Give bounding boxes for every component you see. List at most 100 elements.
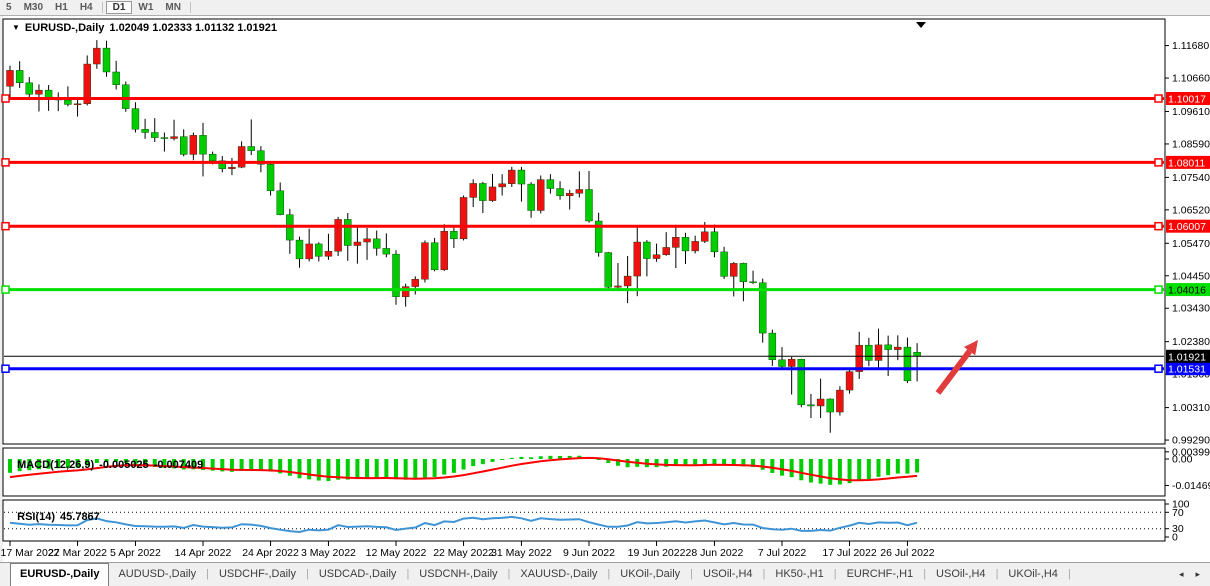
timeframe-button-m30[interactable]: M30 bbox=[23, 2, 44, 13]
symbol-tab-usoil-h4[interactable]: USOil-,H4 bbox=[703, 568, 753, 580]
date-axis-label: 22 May 2022 bbox=[433, 547, 494, 559]
symbol-tab-eurchf-h1[interactable]: EURCHF-,H1 bbox=[846, 568, 914, 580]
tab-separator: | bbox=[923, 568, 927, 580]
trend-arrow-annotation[interactable] bbox=[935, 340, 978, 395]
symbol-tab-ukoil-h4[interactable]: UKOil-,H4 bbox=[1008, 568, 1058, 580]
toolbar-divider bbox=[189, 2, 191, 13]
symbol-tab-usdcnh-daily[interactable]: USDCNH-,Daily bbox=[419, 568, 498, 580]
candle bbox=[450, 227, 458, 249]
symbol-tab-usdcad-daily[interactable]: USDCAD-,Daily bbox=[318, 568, 397, 580]
tab-separator: | bbox=[833, 568, 837, 580]
candle bbox=[353, 226, 362, 264]
tab-scroll-right-icon[interactable]: ▸ bbox=[1195, 569, 1200, 579]
symbol-tab-xauusd-daily[interactable]: XAUUSD-,Daily bbox=[520, 568, 598, 580]
date-axis-label: 26 Jul 2022 bbox=[880, 547, 934, 559]
candle bbox=[315, 242, 323, 262]
line-handle[interactable] bbox=[1, 285, 10, 294]
symbol-tab-eurusd-daily[interactable]: EURUSD-,Daily bbox=[10, 563, 110, 586]
candle bbox=[778, 347, 786, 369]
svg-text:1.10017: 1.10017 bbox=[1168, 94, 1206, 106]
line-handle[interactable] bbox=[1, 158, 10, 167]
price-axis-label: 1.07540 bbox=[1172, 172, 1210, 184]
line-handle[interactable] bbox=[1154, 94, 1163, 103]
tab-separator: | bbox=[762, 568, 766, 580]
date-axis-label: 17 Mar 2022 bbox=[1, 547, 60, 559]
symbol-tab-usdchf-daily[interactable]: USDCHF-,Daily bbox=[218, 568, 296, 580]
symbol-tab-ukoil-daily[interactable]: UKOil-,Daily bbox=[620, 568, 681, 580]
candle bbox=[566, 189, 574, 210]
date-axis-label: 28 Jun 2022 bbox=[686, 547, 744, 559]
timeframe-button-w1[interactable]: W1 bbox=[138, 2, 154, 13]
price-axis-label: 1.02380 bbox=[1172, 336, 1210, 348]
macd-axis-label: 0.00399 bbox=[1172, 446, 1210, 458]
candle bbox=[112, 60, 120, 90]
bid-price-tag: 1.01921 bbox=[1166, 349, 1210, 363]
symbol-tab-hk50-h1[interactable]: HK50-,H1 bbox=[775, 568, 824, 580]
timeframe-button-h4[interactable]: H4 bbox=[79, 2, 93, 13]
candle bbox=[459, 195, 468, 241]
date-axis-label: 31 May 2022 bbox=[491, 547, 552, 559]
candle bbox=[672, 224, 680, 269]
timeframe-button-mn[interactable]: MN bbox=[165, 2, 181, 13]
tab-separator: | bbox=[206, 568, 209, 580]
svg-text:1.06007: 1.06007 bbox=[1168, 221, 1206, 233]
chart-canvas[interactable]: 1.11680 1.10660 1.09610 1.08590 1.07540 1.065… bbox=[0, 0, 1210, 562]
macd-axis-label: -0.014693 bbox=[1172, 480, 1210, 492]
symbol-tab-usoil-h4[interactable]: USOil-,H4 bbox=[936, 568, 986, 580]
line-handle[interactable] bbox=[1154, 364, 1163, 373]
rsi-axis-label: 0 bbox=[1172, 532, 1178, 544]
tab-separator: | bbox=[406, 568, 410, 580]
candle bbox=[266, 161, 275, 196]
candle bbox=[488, 173, 497, 202]
candle bbox=[411, 276, 419, 295]
date-axis-label: 12 May 2022 bbox=[366, 547, 427, 559]
price-axis-label: 1.06520 bbox=[1172, 204, 1210, 216]
line-handle[interactable] bbox=[1154, 285, 1163, 294]
candle bbox=[556, 181, 564, 200]
line-handle[interactable] bbox=[1154, 221, 1163, 231]
macd-axis-label: 0.00 bbox=[1172, 454, 1193, 466]
rsi-line bbox=[9, 515, 918, 534]
candle bbox=[604, 251, 612, 291]
candle bbox=[247, 119, 255, 156]
candle bbox=[855, 331, 863, 379]
timeframe-button-5[interactable]: 5 bbox=[6, 2, 12, 13]
tab-separator: | bbox=[305, 568, 309, 580]
candle bbox=[816, 378, 825, 419]
candle bbox=[151, 118, 159, 143]
candle bbox=[131, 102, 140, 133]
main-panel-border bbox=[2, 18, 1166, 445]
candle bbox=[334, 216, 342, 257]
price-tag-1.04016: 1.04016 bbox=[1166, 283, 1210, 297]
macd-signal-line bbox=[9, 456, 918, 482]
price-axis-label: 1.05470 bbox=[1172, 238, 1210, 250]
candle bbox=[479, 181, 487, 214]
macd-panel-border bbox=[2, 447, 1166, 497]
candle bbox=[720, 246, 728, 279]
symbol-tab-audusd-daily[interactable]: AUDUSD-,Daily bbox=[118, 568, 197, 580]
candle bbox=[257, 146, 265, 173]
price-tag-1.10017: 1.10017 bbox=[1166, 92, 1210, 106]
svg-text:1.01531: 1.01531 bbox=[1168, 364, 1206, 376]
line-handle[interactable] bbox=[1154, 158, 1163, 167]
candle bbox=[430, 237, 439, 272]
candle bbox=[614, 263, 622, 292]
tab-separator: | bbox=[1067, 568, 1071, 580]
candle bbox=[537, 175, 545, 214]
timeframe-button-d1[interactable]: D1 bbox=[105, 1, 133, 14]
candle bbox=[228, 157, 236, 176]
date-axis-label: 24 Apr 2022 bbox=[242, 547, 299, 559]
candle bbox=[93, 40, 101, 69]
timeframe-button-h1[interactable]: H1 bbox=[55, 2, 68, 13]
svg-text:1.08011: 1.08011 bbox=[1168, 157, 1205, 169]
date-axis-label: 3 May 2022 bbox=[301, 547, 356, 559]
line-handle[interactable] bbox=[1, 221, 10, 231]
tab-scroll-left-icon[interactable]: ◂ bbox=[1178, 569, 1184, 579]
candle bbox=[344, 213, 352, 261]
candle bbox=[305, 228, 313, 262]
line-handle[interactable] bbox=[1, 364, 10, 373]
date-axis-label: 9 Jun 2022 bbox=[563, 547, 615, 559]
line-handle[interactable] bbox=[1, 94, 10, 103]
candle bbox=[160, 132, 169, 152]
